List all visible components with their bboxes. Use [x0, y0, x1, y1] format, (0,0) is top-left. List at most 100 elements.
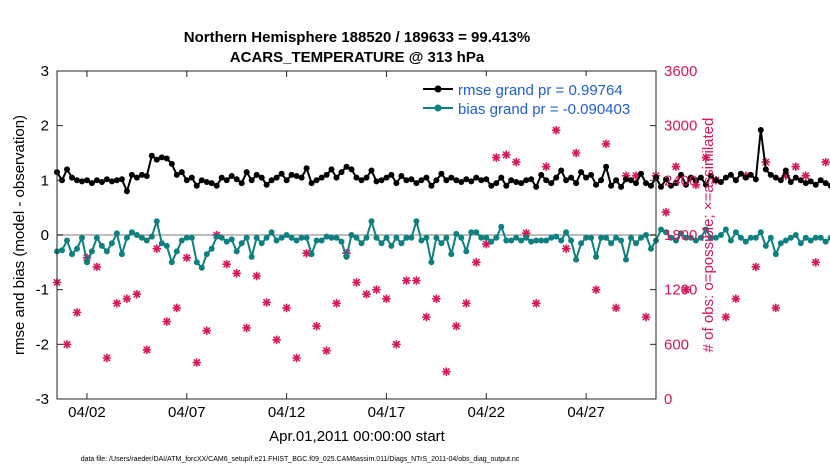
bias-point [478, 234, 485, 241]
bias-point [568, 237, 575, 244]
obs-count-marker [272, 335, 282, 345]
obs-count-marker [282, 303, 292, 313]
rmse-point [74, 177, 80, 184]
bias-point [722, 226, 729, 233]
rmse-point [478, 177, 485, 184]
bias-point [253, 234, 260, 241]
bias-point [318, 237, 325, 244]
obs-count-marker [551, 125, 561, 135]
rmse-point [737, 170, 744, 177]
rmse-point [668, 182, 674, 189]
rmse-point [188, 174, 195, 181]
obs-count-marker [561, 244, 571, 254]
bias-point [493, 234, 500, 241]
bias-point [153, 218, 160, 225]
bias-point [533, 237, 540, 244]
rmse-point [623, 176, 629, 183]
right-y-tick-label: 600 [664, 336, 689, 353]
rmse-point [747, 171, 754, 178]
obs-count-marker [631, 171, 641, 181]
bias-point [458, 234, 465, 241]
bias-line [56, 220, 830, 269]
bias-point [228, 236, 235, 243]
bias-point [807, 237, 814, 244]
bias-point [84, 259, 90, 266]
bias-point [233, 248, 240, 255]
bias-point [528, 238, 535, 245]
rmse-point [128, 171, 135, 178]
bias-point [508, 237, 515, 244]
rmse-point [692, 177, 699, 184]
rmse-point [213, 182, 220, 189]
obs-count-marker [262, 298, 272, 307]
rmse-point [448, 174, 455, 181]
rmse-point [673, 180, 679, 187]
rmse-point [663, 176, 669, 183]
rmse-point [593, 181, 600, 188]
bias-point [608, 240, 615, 247]
rmse-point [533, 183, 540, 190]
y-tick-label: -2 [36, 336, 49, 353]
bias-point [468, 229, 475, 236]
bias-point [183, 234, 190, 241]
y-tick-label: -1 [36, 282, 49, 299]
obs-count-marker [162, 317, 172, 326]
rmse-point [268, 177, 275, 184]
bias-point [553, 233, 560, 240]
rmse-point [628, 177, 634, 184]
rmse-point [133, 174, 140, 181]
rmse-point [233, 176, 240, 183]
obs-count-marker [411, 276, 421, 285]
rmse-point [253, 171, 260, 178]
rmse-point [433, 177, 440, 184]
rmse-point [223, 177, 230, 184]
obs-count-marker [681, 285, 691, 295]
bias-point [188, 234, 195, 241]
bias-point [448, 251, 455, 258]
bias-point [782, 237, 789, 244]
rmse-point [722, 174, 729, 181]
rmse-point [383, 174, 390, 181]
rmse-point [538, 171, 545, 178]
rmse-point [103, 176, 110, 183]
rmse-point [578, 169, 585, 176]
obs-count-marker [421, 312, 431, 322]
obs-count-marker [192, 358, 202, 367]
legend-rmse-label: rmse grand pr = 0.99764 [458, 82, 623, 99]
bias-point [328, 234, 335, 241]
obs-count-marker [152, 244, 162, 254]
bias-point [727, 237, 734, 244]
bias-point [103, 248, 110, 255]
rmse-point [64, 166, 70, 173]
bias-point [513, 234, 520, 241]
right-y-tick-label: 3000 [664, 118, 697, 135]
bias-point [388, 242, 395, 249]
obs-count-marker [372, 285, 381, 295]
obs-count-marker [132, 289, 142, 299]
obs-count-marker [92, 262, 102, 272]
obs-count-marker [451, 321, 461, 331]
rmse-point [288, 171, 295, 178]
rmse-point [138, 171, 145, 178]
rmse-point [498, 174, 505, 181]
bias-point [573, 256, 580, 263]
rmse-point [772, 174, 779, 181]
obs-count-marker [821, 157, 830, 167]
rmse-point [143, 173, 150, 179]
rmse-point [717, 179, 724, 185]
bias-point [598, 234, 605, 241]
rmse-point [338, 169, 345, 176]
obs-count-marker [471, 257, 481, 267]
rmse-point [687, 174, 694, 181]
obs-count-marker [72, 308, 82, 317]
rmse-point [248, 177, 255, 184]
rmse-point [428, 182, 435, 189]
bias-point [697, 234, 704, 241]
right-y-axis-label: # of obs: o=possible; ×=assimilated [700, 118, 717, 353]
rmse-point [303, 165, 310, 172]
obs-count-marker [122, 294, 132, 304]
rmse-point [767, 171, 774, 178]
obs-count-marker [322, 346, 331, 356]
rmse-point [777, 177, 784, 184]
bias-point [712, 234, 719, 241]
